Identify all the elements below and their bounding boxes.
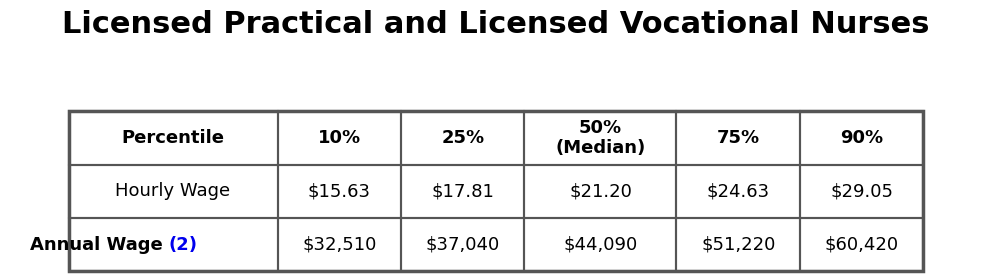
Bar xyxy=(68,165,278,218)
Text: Percentile: Percentile xyxy=(122,129,224,147)
Bar xyxy=(278,111,401,165)
Bar xyxy=(677,111,800,165)
Text: $44,090: $44,090 xyxy=(563,235,638,254)
Text: $37,040: $37,040 xyxy=(426,235,500,254)
Text: (2): (2) xyxy=(169,235,197,254)
Text: 90%: 90% xyxy=(840,129,883,147)
Text: $24.63: $24.63 xyxy=(706,182,770,200)
Bar xyxy=(68,111,278,165)
Bar xyxy=(68,218,278,271)
Text: 10%: 10% xyxy=(317,129,361,147)
Bar xyxy=(677,218,800,271)
Text: $51,220: $51,220 xyxy=(701,235,776,254)
Bar xyxy=(800,165,924,218)
Bar xyxy=(800,218,924,271)
Bar xyxy=(278,218,401,271)
Text: $29.05: $29.05 xyxy=(830,182,893,200)
Text: Licensed Practical and Licensed Vocational Nurses: Licensed Practical and Licensed Vocation… xyxy=(62,10,930,39)
Text: $32,510: $32,510 xyxy=(303,235,376,254)
Text: 25%: 25% xyxy=(441,129,484,147)
Bar xyxy=(800,111,924,165)
Bar xyxy=(401,111,525,165)
Text: Annual Wage: Annual Wage xyxy=(30,235,169,254)
Text: $15.63: $15.63 xyxy=(308,182,371,200)
Bar xyxy=(677,165,800,218)
Text: 50%
(Median): 50% (Median) xyxy=(556,119,646,157)
Bar xyxy=(525,111,677,165)
Text: $60,420: $60,420 xyxy=(824,235,899,254)
Bar xyxy=(278,165,401,218)
Bar xyxy=(525,165,677,218)
Bar xyxy=(525,218,677,271)
Text: Hourly Wage: Hourly Wage xyxy=(115,182,230,200)
Text: $17.81: $17.81 xyxy=(432,182,494,200)
Text: $21.20: $21.20 xyxy=(569,182,632,200)
Text: 75%: 75% xyxy=(716,129,760,147)
Bar xyxy=(68,111,924,271)
Bar xyxy=(401,165,525,218)
Bar xyxy=(401,218,525,271)
